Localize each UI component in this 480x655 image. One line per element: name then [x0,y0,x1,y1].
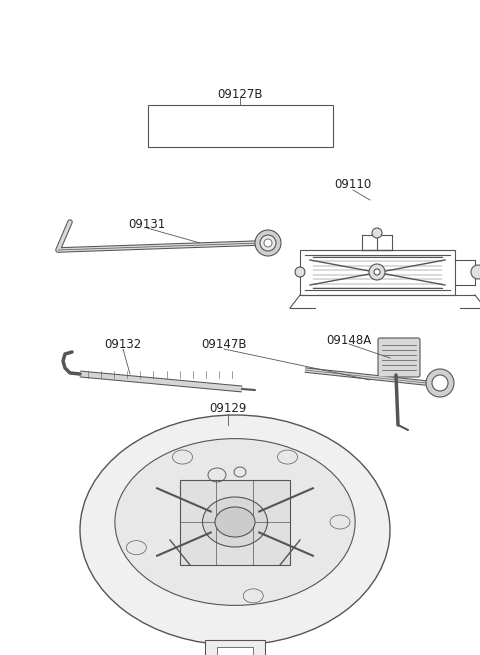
Circle shape [295,267,305,277]
Circle shape [432,375,448,391]
Text: 09127B: 09127B [217,88,263,102]
Circle shape [264,239,272,247]
Circle shape [471,265,480,279]
Text: 09110: 09110 [335,179,372,191]
Bar [148,105,333,147]
FancyBboxPatch shape [205,640,265,655]
FancyBboxPatch shape [378,338,420,377]
Ellipse shape [203,497,267,547]
Bar [180,480,290,565]
Ellipse shape [115,439,355,605]
Circle shape [260,235,276,251]
Ellipse shape [215,507,255,537]
Ellipse shape [243,589,263,603]
Circle shape [374,269,380,275]
Circle shape [426,369,454,397]
Text: 09132: 09132 [104,339,142,352]
Text: 09147B: 09147B [201,339,247,352]
Ellipse shape [126,540,146,555]
Circle shape [372,228,382,238]
Ellipse shape [80,415,390,645]
Text: 09129: 09129 [209,402,247,415]
Text: 09131: 09131 [128,219,166,231]
Ellipse shape [330,515,350,529]
Ellipse shape [277,450,298,464]
Ellipse shape [172,450,192,464]
FancyBboxPatch shape [217,647,253,655]
Circle shape [369,264,385,280]
Text: 09148A: 09148A [326,333,372,346]
Circle shape [255,230,281,256]
